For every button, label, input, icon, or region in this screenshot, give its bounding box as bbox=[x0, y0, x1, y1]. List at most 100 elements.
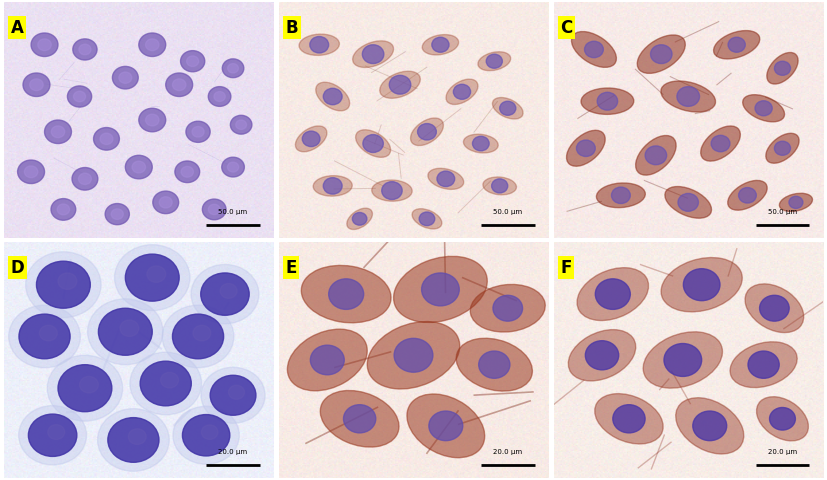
Circle shape bbox=[222, 59, 244, 78]
Circle shape bbox=[613, 405, 645, 433]
Ellipse shape bbox=[316, 82, 350, 111]
Circle shape bbox=[174, 161, 199, 182]
Circle shape bbox=[51, 126, 65, 138]
Text: C: C bbox=[560, 19, 572, 37]
Circle shape bbox=[429, 411, 463, 441]
Circle shape bbox=[382, 181, 402, 200]
Circle shape bbox=[153, 191, 179, 214]
Circle shape bbox=[432, 37, 449, 52]
Circle shape bbox=[303, 131, 320, 146]
Circle shape bbox=[676, 86, 700, 107]
Ellipse shape bbox=[394, 256, 487, 323]
Circle shape bbox=[173, 406, 239, 464]
Circle shape bbox=[68, 86, 92, 107]
Circle shape bbox=[789, 196, 803, 208]
Circle shape bbox=[173, 79, 186, 91]
Circle shape bbox=[126, 156, 152, 179]
Ellipse shape bbox=[483, 177, 516, 195]
Circle shape bbox=[58, 365, 112, 412]
Circle shape bbox=[48, 425, 65, 440]
Circle shape bbox=[748, 351, 779, 378]
Circle shape bbox=[201, 273, 249, 315]
Ellipse shape bbox=[596, 183, 645, 208]
Circle shape bbox=[26, 252, 101, 318]
Ellipse shape bbox=[352, 41, 394, 68]
Circle shape bbox=[678, 193, 699, 211]
Circle shape bbox=[147, 266, 165, 282]
Ellipse shape bbox=[295, 126, 327, 152]
Circle shape bbox=[119, 72, 131, 84]
Circle shape bbox=[472, 136, 490, 151]
Circle shape bbox=[19, 314, 70, 359]
Circle shape bbox=[770, 408, 796, 430]
Circle shape bbox=[30, 79, 43, 91]
Circle shape bbox=[111, 209, 123, 219]
Circle shape bbox=[191, 264, 259, 324]
Circle shape bbox=[202, 425, 218, 439]
Circle shape bbox=[595, 279, 630, 310]
Circle shape bbox=[585, 41, 604, 58]
Circle shape bbox=[310, 345, 344, 375]
Ellipse shape bbox=[638, 35, 686, 73]
Circle shape bbox=[79, 173, 92, 184]
Circle shape bbox=[162, 305, 234, 368]
Ellipse shape bbox=[301, 265, 391, 323]
Circle shape bbox=[31, 33, 58, 57]
Circle shape bbox=[24, 166, 38, 178]
Ellipse shape bbox=[595, 394, 663, 444]
Circle shape bbox=[210, 375, 256, 415]
Circle shape bbox=[352, 213, 367, 225]
Circle shape bbox=[664, 344, 701, 376]
Circle shape bbox=[139, 33, 165, 57]
Circle shape bbox=[112, 66, 138, 89]
Ellipse shape bbox=[728, 180, 767, 210]
Ellipse shape bbox=[423, 35, 459, 55]
Ellipse shape bbox=[407, 394, 485, 458]
Circle shape bbox=[45, 120, 71, 144]
Ellipse shape bbox=[581, 88, 633, 114]
Circle shape bbox=[36, 261, 90, 308]
Circle shape bbox=[611, 187, 630, 204]
Ellipse shape bbox=[779, 193, 812, 212]
Circle shape bbox=[774, 61, 791, 75]
Circle shape bbox=[323, 178, 342, 194]
Ellipse shape bbox=[577, 268, 648, 321]
Text: 20.0 μm: 20.0 μm bbox=[493, 449, 523, 455]
Circle shape bbox=[693, 411, 727, 441]
Circle shape bbox=[214, 92, 225, 101]
Circle shape bbox=[728, 37, 745, 52]
Circle shape bbox=[79, 376, 98, 393]
Circle shape bbox=[774, 141, 791, 156]
Circle shape bbox=[597, 92, 618, 110]
Circle shape bbox=[139, 108, 165, 132]
Ellipse shape bbox=[463, 134, 498, 153]
Circle shape bbox=[208, 204, 220, 215]
Circle shape bbox=[227, 63, 238, 73]
Circle shape bbox=[645, 146, 667, 165]
Ellipse shape bbox=[367, 322, 460, 389]
Circle shape bbox=[72, 168, 98, 190]
Circle shape bbox=[453, 84, 471, 99]
Circle shape bbox=[500, 101, 516, 115]
Ellipse shape bbox=[745, 284, 804, 333]
Ellipse shape bbox=[676, 398, 743, 454]
Circle shape bbox=[479, 351, 510, 378]
Ellipse shape bbox=[380, 71, 420, 98]
Ellipse shape bbox=[492, 97, 523, 119]
Circle shape bbox=[160, 197, 172, 208]
Circle shape bbox=[422, 273, 459, 306]
Ellipse shape bbox=[478, 52, 510, 71]
Circle shape bbox=[220, 284, 237, 299]
Text: A: A bbox=[11, 19, 24, 37]
Ellipse shape bbox=[730, 342, 797, 387]
Circle shape bbox=[362, 45, 384, 63]
Circle shape bbox=[93, 128, 119, 150]
Ellipse shape bbox=[661, 81, 715, 112]
Ellipse shape bbox=[288, 329, 367, 391]
Circle shape bbox=[310, 36, 328, 53]
Circle shape bbox=[187, 56, 198, 67]
Circle shape bbox=[105, 204, 129, 225]
Circle shape bbox=[236, 120, 246, 130]
Ellipse shape bbox=[356, 130, 390, 157]
Circle shape bbox=[58, 273, 77, 289]
